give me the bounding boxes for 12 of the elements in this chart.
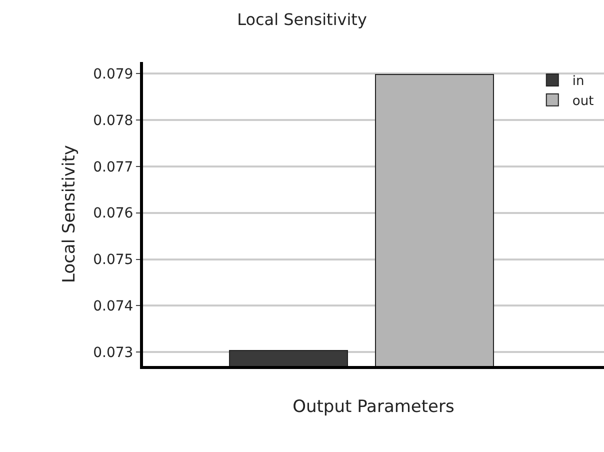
- y-tick-label: 0.076: [93, 206, 134, 222]
- y-tick-label: 0.075: [93, 252, 134, 268]
- y-tick-label: 0.077: [93, 159, 134, 176]
- y-tick-label: 0.074: [93, 298, 134, 315]
- chart-title: Local Sensitivity: [237, 10, 367, 29]
- legend-label: in: [572, 74, 584, 90]
- legend-label: out: [572, 94, 594, 109]
- x-axis-title: Output Parameters: [292, 397, 455, 418]
- y-tick-label: 0.073: [93, 344, 134, 361]
- y-tick-label: 0.078: [93, 112, 134, 129]
- y-axis-title: Local Sensitivity: [60, 145, 80, 283]
- y-tick-label: 0.079: [93, 66, 134, 82]
